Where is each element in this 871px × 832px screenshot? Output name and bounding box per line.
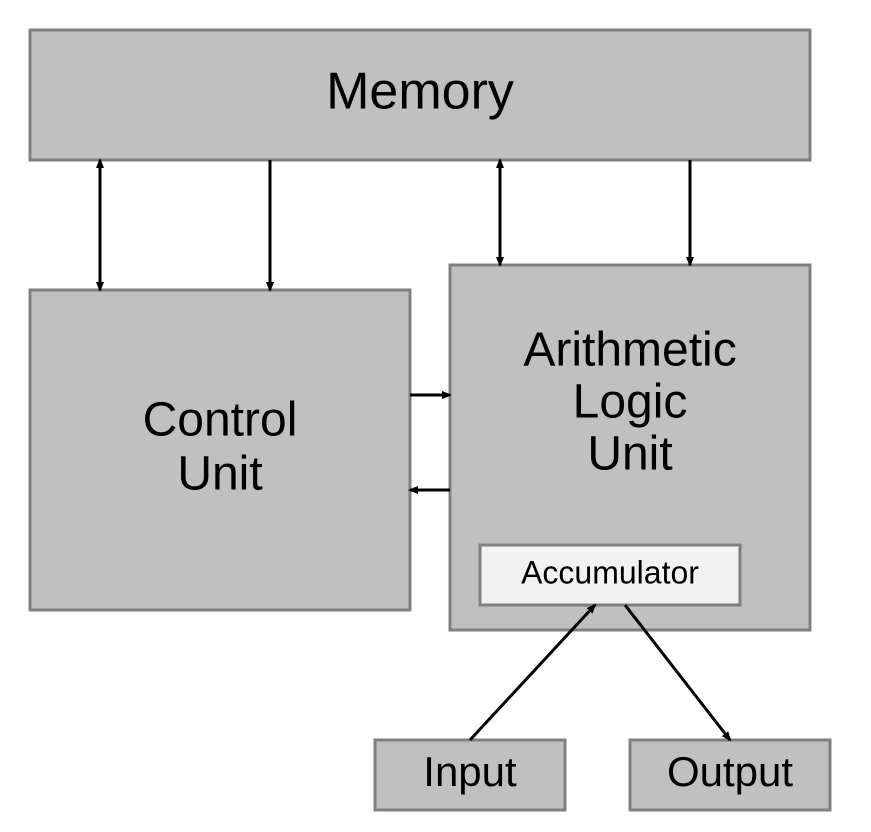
accumulator-label: Accumulator [521,554,699,590]
memory-label: Memory [326,63,514,121]
control-label-line-1: Unit [177,448,262,501]
control-label-line-0: Control [143,394,298,447]
alu-label-line-0: Arithmetic [523,324,736,377]
diagram-canvas: MemoryControlUnitArithmeticLogicUnitAccu… [0,0,871,832]
output-label: Output [667,748,793,795]
input-label: Input [423,748,517,795]
alu-label-line-1: Logic [573,376,688,429]
alu-label-line-2: Unit [587,428,672,481]
